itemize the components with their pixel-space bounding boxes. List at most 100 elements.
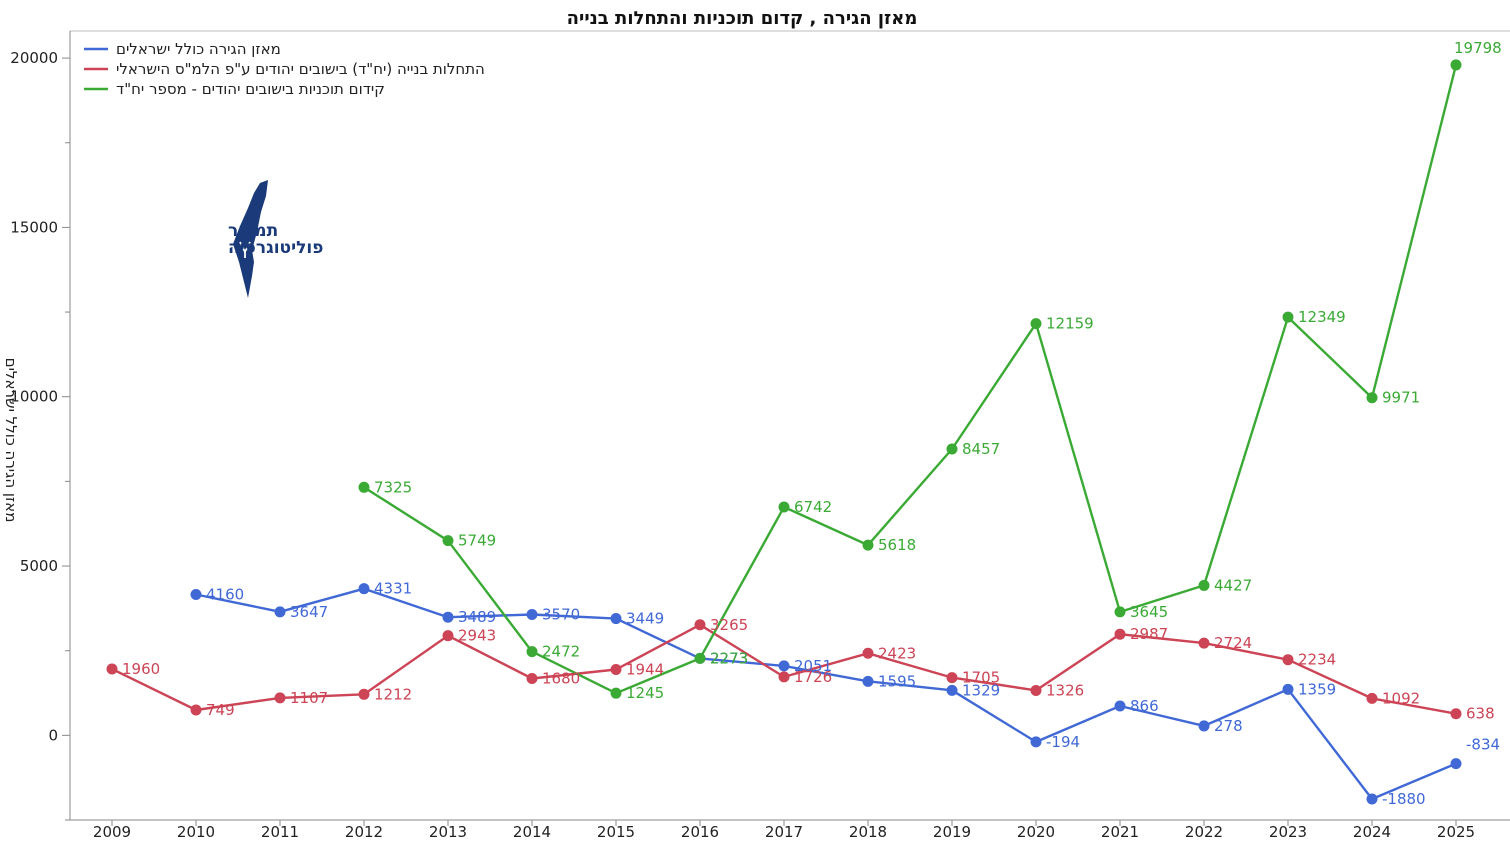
data-label: 638 bbox=[1466, 705, 1495, 723]
series-line bbox=[363, 64, 1458, 695]
data-label: 3265 bbox=[710, 616, 748, 634]
data-label: 4160 bbox=[206, 585, 244, 603]
data-label: 19798 bbox=[1454, 39, 1502, 57]
y-axis-label: מאזן הגירה כולל ישראלים bbox=[2, 358, 20, 523]
data-label: 4331 bbox=[374, 580, 412, 598]
data-label: 2472 bbox=[542, 643, 580, 661]
data-label: 2987 bbox=[1130, 625, 1168, 643]
x-tick-label: 2025 bbox=[1437, 823, 1475, 841]
x-tick-label: 2014 bbox=[513, 823, 551, 841]
data-point bbox=[946, 443, 958, 455]
chart-title: מאזן הגירה , קדום תוכניות והתחלות בנייה bbox=[567, 8, 918, 29]
data-label: 866 bbox=[1130, 697, 1159, 715]
data-label: 3570 bbox=[542, 605, 580, 623]
data-point bbox=[1282, 654, 1294, 666]
legend-label: מאזן הגירה כולל ישראלים bbox=[116, 40, 281, 58]
data-point bbox=[358, 481, 370, 493]
x-tick-label: 2010 bbox=[177, 823, 215, 841]
data-point bbox=[442, 535, 454, 547]
data-label: 2724 bbox=[1214, 634, 1252, 652]
data-point bbox=[1450, 708, 1462, 720]
data-point bbox=[526, 608, 538, 620]
data-label: 1212 bbox=[374, 685, 412, 703]
data-label: 1107 bbox=[290, 689, 328, 707]
data-label: 6742 bbox=[794, 498, 832, 516]
data-label: 749 bbox=[206, 701, 235, 719]
logo-line2: פוליטוגרפיה bbox=[228, 238, 323, 258]
series-points bbox=[106, 59, 1462, 805]
y-tick-label: 5000 bbox=[20, 557, 58, 575]
data-label: 8457 bbox=[962, 440, 1000, 458]
y-tick-label: 20000 bbox=[10, 49, 58, 67]
data-label: 1595 bbox=[878, 672, 916, 690]
data-point bbox=[442, 630, 454, 642]
data-label: 2423 bbox=[878, 644, 916, 662]
data-point bbox=[610, 687, 622, 699]
data-label: 1726 bbox=[794, 668, 832, 686]
y-tick-label: 0 bbox=[48, 726, 58, 744]
data-point bbox=[526, 646, 538, 658]
x-tick-label: 2024 bbox=[1353, 823, 1391, 841]
x-tick-label: 2020 bbox=[1017, 823, 1055, 841]
data-label: 3647 bbox=[290, 603, 328, 621]
data-point bbox=[1198, 720, 1210, 732]
data-label: -834 bbox=[1466, 736, 1500, 754]
legend-label: קידום תוכניות בישובים יהודים - מספר יח"ד bbox=[116, 80, 385, 98]
data-point bbox=[1198, 579, 1210, 591]
logo-emblem-icon bbox=[239, 241, 251, 258]
x-tick-label: 2021 bbox=[1101, 823, 1139, 841]
data-label: 5749 bbox=[458, 532, 496, 550]
data-label: 12349 bbox=[1298, 308, 1346, 326]
data-point bbox=[526, 672, 538, 684]
x-tick-label: 2015 bbox=[597, 823, 635, 841]
data-point bbox=[1282, 683, 1294, 695]
data-label: 2273 bbox=[710, 649, 748, 667]
data-point bbox=[610, 613, 622, 625]
data-point bbox=[1030, 736, 1042, 748]
data-point bbox=[1366, 392, 1378, 404]
data-point bbox=[358, 688, 370, 700]
legend: מאזן הגירה כולל ישראלים התחלות בנייה (יח"… bbox=[84, 40, 485, 98]
data-point bbox=[862, 647, 874, 659]
data-label: -194 bbox=[1046, 733, 1080, 751]
data-point bbox=[946, 684, 958, 696]
data-point bbox=[1282, 311, 1294, 323]
x-tick-label: 2018 bbox=[849, 823, 887, 841]
x-tick-label: 2011 bbox=[261, 823, 299, 841]
data-label: 1359 bbox=[1298, 680, 1336, 698]
axes: 0 5000 10000 15000 20000 2009 2010 2011 2012 2013… bbox=[10, 49, 1475, 841]
data-point bbox=[274, 692, 286, 704]
data-point bbox=[694, 652, 706, 664]
data-label: -1880 bbox=[1382, 790, 1426, 808]
data-point bbox=[694, 619, 706, 631]
data-label: 278 bbox=[1214, 717, 1243, 735]
data-label: 1329 bbox=[962, 681, 1000, 699]
series-line bbox=[195, 587, 1457, 801]
data-point bbox=[190, 704, 202, 716]
data-label: 1705 bbox=[962, 669, 1000, 687]
data-label: 2051 bbox=[794, 657, 832, 675]
data-label: 1245 bbox=[626, 684, 664, 702]
data-point bbox=[106, 663, 118, 675]
data-point bbox=[1198, 637, 1210, 649]
data-label: 9971 bbox=[1382, 389, 1420, 407]
legend-label: התחלות בנייה (יח"ד) בישובים יהודים ע"פ ה… bbox=[116, 60, 485, 78]
data-label: 2943 bbox=[458, 627, 496, 645]
x-tick-label: 2022 bbox=[1185, 823, 1223, 841]
data-point bbox=[1030, 318, 1042, 330]
data-point bbox=[946, 672, 958, 684]
data-point bbox=[274, 606, 286, 618]
data-point bbox=[1450, 59, 1462, 71]
israel-map-icon bbox=[233, 180, 268, 298]
data-point bbox=[610, 664, 622, 676]
data-label: 12159 bbox=[1046, 315, 1094, 333]
data-point bbox=[778, 671, 790, 683]
data-label: 2234 bbox=[1298, 651, 1336, 669]
data-label: 1680 bbox=[542, 669, 580, 687]
data-point bbox=[442, 611, 454, 623]
data-label: 1326 bbox=[1046, 681, 1084, 699]
data-point bbox=[778, 660, 790, 672]
x-tick-label: 2017 bbox=[765, 823, 803, 841]
